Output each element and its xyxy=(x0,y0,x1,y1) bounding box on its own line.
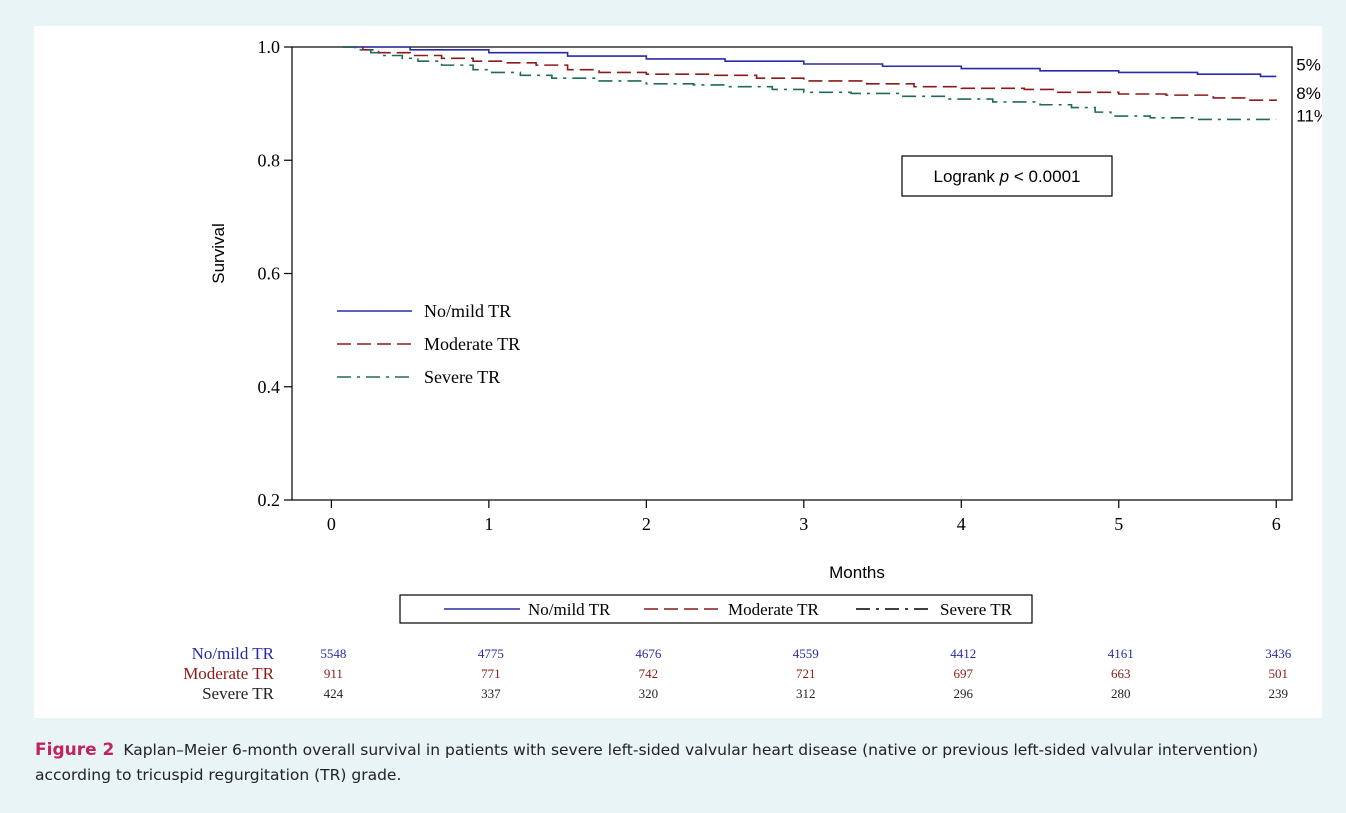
risk-row-label: Moderate TR xyxy=(183,664,274,683)
y-tick-label: 0.8 xyxy=(258,150,281,170)
risk-count: 911 xyxy=(324,666,343,681)
risk-count: 4559 xyxy=(793,646,819,661)
caption-text: Kaplan–Meier 6-month overall survival in… xyxy=(35,741,1259,784)
bottom-legend-label: Moderate TR xyxy=(728,600,819,619)
y-tick-label: 0.2 xyxy=(258,490,281,510)
risk-row-label: No/mild TR xyxy=(192,644,275,663)
survival-chart: 0.2 0.4 0.6 0.8 1.0 0 1 2 3 4 5 6 Months Survival 5% 8%… xyxy=(183,37,1322,703)
risk-count: 5548 xyxy=(320,646,346,661)
risk-count: 4676 xyxy=(635,646,662,661)
risk-count: 337 xyxy=(481,686,501,701)
risk-count: 4412 xyxy=(950,646,976,661)
x-tick-label: 0 xyxy=(327,514,336,534)
series-line-0 xyxy=(342,46,1277,78)
x-tick-label: 4 xyxy=(957,514,966,534)
end-label: 11% xyxy=(1296,106,1322,125)
series-line-2 xyxy=(342,46,1277,121)
y-tick-label: 1.0 xyxy=(258,37,281,57)
series-line-1 xyxy=(342,46,1278,102)
risk-count: 320 xyxy=(639,686,659,701)
x-tick-label: 1 xyxy=(484,514,493,534)
x-tick-label: 2 xyxy=(642,514,651,534)
risk-count: 4161 xyxy=(1108,646,1134,661)
risk-count: 697 xyxy=(954,666,974,681)
risk-count: 312 xyxy=(796,686,816,701)
legend-label: No/mild TR xyxy=(424,301,511,321)
legend-label: Severe TR xyxy=(424,367,500,387)
x-tick-label: 5 xyxy=(1114,514,1123,534)
logrank-annotation: Logrank p < 0.0001 xyxy=(933,167,1080,186)
plot-frame xyxy=(291,46,1293,501)
risk-count: 280 xyxy=(1111,686,1131,701)
end-label: 5% xyxy=(1296,55,1321,74)
bottom-legend-label: Severe TR xyxy=(940,600,1013,619)
risk-count: 4775 xyxy=(478,646,504,661)
figure-caption: Figure 2 Kaplan–Meier 6-month overall su… xyxy=(35,738,1325,788)
risk-count: 742 xyxy=(639,666,659,681)
end-label: 8% xyxy=(1296,84,1321,103)
x-tick-label: 3 xyxy=(799,514,808,534)
risk-count: 424 xyxy=(324,686,344,701)
risk-count: 663 xyxy=(1111,666,1131,681)
plot-panel: 0.2 0.4 0.6 0.8 1.0 0 1 2 3 4 5 6 Months Survival 5% 8%… xyxy=(34,26,1322,718)
risk-count: 239 xyxy=(1269,686,1289,701)
risk-count: 721 xyxy=(796,666,816,681)
legend-label: Moderate TR xyxy=(424,334,520,354)
risk-count: 771 xyxy=(481,666,501,681)
x-axis-label: Months xyxy=(829,563,885,582)
risk-row-label: Severe TR xyxy=(202,684,275,703)
y-axis-label: Survival xyxy=(209,223,228,283)
risk-count: 296 xyxy=(954,686,974,701)
y-tick-label: 0.6 xyxy=(258,264,281,284)
logrank-box xyxy=(901,155,1113,197)
risk-count: 501 xyxy=(1269,666,1289,681)
x-tick-label: 6 xyxy=(1272,514,1281,534)
bottom-legend-label: No/mild TR xyxy=(528,600,611,619)
risk-count: 3436 xyxy=(1265,646,1292,661)
figure-label: Figure 2 xyxy=(35,740,115,760)
y-tick-label: 0.4 xyxy=(258,377,281,397)
